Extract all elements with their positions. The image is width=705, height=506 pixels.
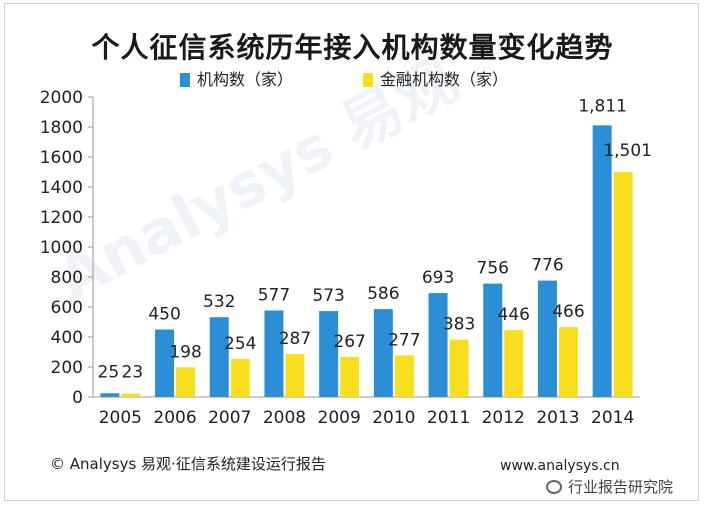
bar-financial-institutions	[176, 367, 196, 397]
bar-institutions	[537, 280, 557, 397]
y-tick-label: 400	[51, 328, 83, 348]
bar-financial-institutions	[121, 393, 141, 397]
bar-institutions	[319, 311, 339, 397]
legend-swatch-institutions	[180, 73, 190, 87]
x-tick-label: 2005	[99, 408, 142, 428]
data-label-financial-institutions: 446	[498, 305, 530, 325]
bar-financial-institutions	[230, 358, 250, 397]
x-tick-label: 2008	[263, 408, 306, 428]
bar-institutions	[592, 125, 612, 397]
bar-financial-institutions	[558, 327, 578, 397]
bar-financial-institutions	[613, 171, 633, 397]
y-tick-label: 200	[51, 358, 83, 378]
x-tick-label: 2014	[591, 408, 634, 428]
x-tick-label: 2007	[208, 408, 251, 428]
bar-institutions	[483, 283, 503, 397]
bar-financial-institutions	[285, 353, 305, 397]
bar-financial-institutions	[340, 356, 360, 397]
chart-frame	[4, 3, 699, 501]
legend-label-financial-institutions: 金融机构数（家）	[380, 70, 508, 89]
data-label-financial-institutions: 466	[552, 302, 584, 322]
data-label-financial-institutions: 198	[169, 342, 201, 362]
x-tick-label: 2011	[427, 408, 470, 428]
data-label-institutions: 25	[98, 362, 120, 382]
bar-institutions	[264, 310, 284, 397]
y-tick-label: 0	[72, 388, 83, 408]
data-label-financial-institutions: 254	[224, 334, 256, 354]
data-label-institutions: 1,811	[578, 96, 627, 116]
y-tick-label: 600	[51, 298, 83, 318]
bar-institutions	[155, 329, 175, 397]
bar-financial-institutions	[504, 330, 524, 397]
source-url: www.analysys.cn	[500, 458, 620, 474]
data-label-financial-institutions: 267	[333, 332, 365, 352]
data-label-institutions: 450	[148, 305, 180, 325]
bar-financial-institutions	[449, 339, 469, 397]
bar-institutions	[100, 393, 120, 397]
wechat-badge: 行业报告研究院	[546, 476, 673, 497]
data-label-financial-institutions: 1,501	[603, 141, 652, 161]
data-label-institutions: 756	[477, 259, 509, 279]
data-label-financial-institutions: 23	[122, 363, 144, 383]
data-label-institutions: 693	[422, 268, 454, 288]
data-label-institutions: 532	[203, 292, 235, 312]
bar-financial-institutions	[394, 355, 414, 397]
bar-institutions	[209, 317, 229, 397]
data-label-financial-institutions: 287	[279, 329, 311, 349]
x-tick-label: 2010	[372, 408, 415, 428]
data-label-institutions: 577	[258, 285, 290, 305]
data-label-institutions: 586	[367, 284, 399, 304]
x-tick-label: 2013	[536, 408, 579, 428]
bar-institutions	[373, 309, 393, 397]
x-tick-label: 2012	[482, 408, 525, 428]
y-tick-label: 1000	[40, 238, 83, 258]
y-tick-label: 1600	[40, 148, 83, 168]
wechat-icon	[546, 479, 562, 494]
bar-institutions	[428, 293, 448, 397]
data-label-financial-institutions: 277	[388, 330, 420, 350]
legend-swatch-financial-institutions	[363, 73, 373, 87]
source-note: © Analysys 易观·征信系统建设运行报告	[50, 455, 326, 473]
x-tick-label: 2006	[153, 408, 196, 428]
x-tick-label: 2009	[318, 408, 361, 428]
chart-title: 个人征信系统历年接入机构数量变化趋势	[91, 31, 614, 64]
wechat-badge-label: 行业报告研究院	[568, 478, 674, 496]
data-label-institutions: 776	[531, 256, 563, 276]
y-tick-label: 2000	[40, 88, 83, 108]
y-tick-label: 1200	[40, 208, 83, 228]
y-tick-label: 1400	[40, 178, 83, 198]
data-label-institutions: 573	[312, 286, 344, 306]
y-tick-label: 800	[51, 268, 83, 288]
data-label-financial-institutions: 383	[443, 315, 475, 335]
legend-label-institutions: 机构数（家）	[197, 70, 293, 89]
y-tick-label: 1800	[40, 118, 83, 138]
